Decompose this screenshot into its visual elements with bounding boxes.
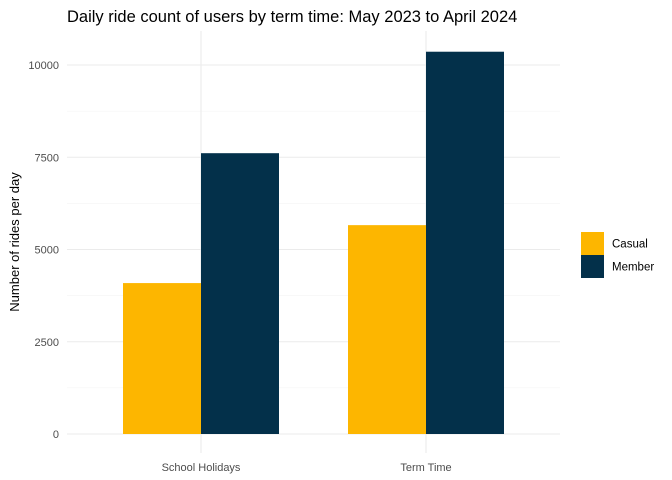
- bar-casual-school-holidays: [123, 283, 201, 434]
- legend: Casual Member: [581, 232, 654, 278]
- legend-key-casual: [581, 232, 604, 255]
- y-tick-label: 10000: [28, 60, 59, 72]
- legend-label-member: Member: [612, 262, 654, 274]
- bars: [123, 51, 504, 435]
- bar-member-school-holidays: [201, 153, 279, 435]
- y-tick-label: 2500: [35, 337, 59, 349]
- y-tick-label: 0: [53, 429, 59, 441]
- y-tick-labels: 0 2500 5000 7500 10000: [28, 60, 59, 441]
- chart-title: Daily ride count of users by term time: …: [67, 8, 517, 26]
- x-tick-label: School Holidays: [162, 462, 241, 474]
- y-axis-title: Number of rides per day: [7, 172, 22, 312]
- legend-label-casual: Casual: [612, 239, 648, 251]
- bar-member-term-time: [426, 51, 504, 434]
- bar-casual-term-time: [348, 225, 426, 434]
- legend-key-member: [581, 255, 604, 278]
- y-tick-label: 5000: [35, 245, 59, 257]
- x-tick-label: Term Time: [400, 462, 451, 474]
- y-tick-label: 7500: [35, 152, 59, 164]
- x-tick-labels: School Holidays Term Time: [162, 462, 452, 474]
